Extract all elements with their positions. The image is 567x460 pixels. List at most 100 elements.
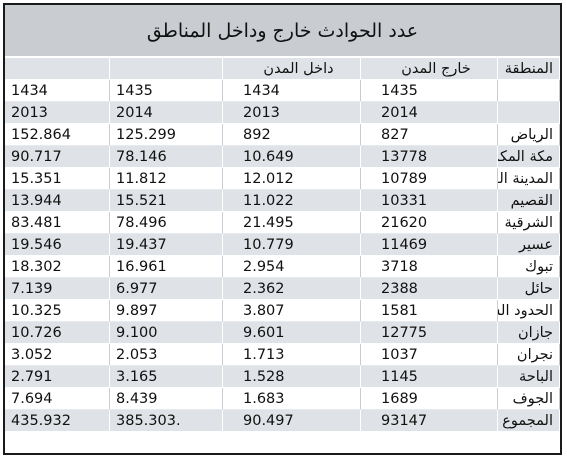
outside-cities-cell: 11469 — [360, 233, 498, 256]
value-cell: 7.139 — [5, 277, 110, 300]
gregorian-year-row: 2013 2014 2013 2014 — [5, 101, 560, 124]
region-name-cell: جازان — [497, 321, 560, 344]
outside-cities-cell: 827 — [360, 123, 498, 146]
year-cell: 1435 — [109, 79, 223, 102]
outside-cities-cell: 3718 — [360, 255, 498, 278]
outside-cities-cell: 1037 — [360, 343, 498, 366]
table-row: 83.481 78.496 21.495 21620 الشرقية — [5, 211, 560, 234]
value-cell: 125.299 — [109, 123, 223, 146]
hijri-year-row: 1434 1435 1434 1435 — [5, 79, 560, 102]
header-row: داخل المدن خارج المدن المنطقة — [5, 58, 560, 80]
region-name-cell: حائل — [497, 277, 560, 300]
table-row: 10.726 9.100 9.601 12775 جازان — [5, 321, 560, 344]
region-name-cell: مكة المكرمة — [497, 145, 560, 168]
value-cell: 3.165 — [109, 365, 223, 388]
value-cell: 3.052 — [5, 343, 110, 366]
year-cell: 1434 — [5, 79, 110, 102]
inside-cities-cell: 90.497 — [222, 409, 361, 432]
inside-cities-cell: 1.683 — [222, 387, 361, 410]
inside-cities-cell: 10.649 — [222, 145, 361, 168]
value-cell: 385.303. — [109, 409, 223, 432]
table-row: 13.944 15.521 11.022 10331 القصيم — [5, 189, 560, 212]
value-cell: 11.812 — [109, 167, 223, 190]
inside-cities-cell: 9.601 — [222, 321, 361, 344]
region-name-cell: الشرقية — [497, 211, 560, 234]
outside-cities-cell: 93147 — [360, 409, 498, 432]
value-cell: 15.521 — [109, 189, 223, 212]
outside-cities-cell: 2388 — [360, 277, 498, 300]
region-name-cell: المجموع — [497, 409, 560, 432]
value-cell: 435.932 — [5, 409, 110, 432]
inside-cities-cell: 12.012 — [222, 167, 361, 190]
region-name-cell: الرياض — [497, 123, 560, 146]
year-cell — [497, 79, 560, 102]
table-row: 2.791 3.165 1.528 1145 الباحة — [5, 365, 560, 388]
region-name-cell: الباحة — [497, 365, 560, 388]
value-cell: 7.694 — [5, 387, 110, 410]
header-outside-cities: خارج المدن — [360, 58, 498, 80]
region-name-cell: القصيم — [497, 189, 560, 212]
region-name-cell: عسير — [497, 233, 560, 256]
value-cell: 9.100 — [109, 321, 223, 344]
inside-cities-cell: 11.022 — [222, 189, 361, 212]
value-cell: 15.351 — [5, 167, 110, 190]
value-cell: 18.302 — [5, 255, 110, 278]
inside-cities-cell: 3.807 — [222, 299, 361, 322]
table-row: 18.302 16.961 2.954 3718 تبوك — [5, 255, 560, 278]
value-cell: 13.944 — [5, 189, 110, 212]
table-row: 19.546 19.437 10.779 11469 عسير — [5, 233, 560, 256]
value-cell: 90.717 — [5, 145, 110, 168]
table-row: 7.694 8.439 1.683 1689 الجوف — [5, 387, 560, 410]
region-name-cell: المدينة المنورة — [497, 167, 560, 190]
year-cell: 2014 — [109, 101, 223, 124]
value-cell: 8.439 — [109, 387, 223, 410]
inside-cities-cell: 21.495 — [222, 211, 361, 234]
inside-cities-cell: 1.713 — [222, 343, 361, 366]
header-cell — [109, 58, 223, 80]
table-row: 7.139 6.977 2.362 2388 حائل — [5, 277, 560, 300]
outside-cities-cell: 1689 — [360, 387, 498, 410]
value-cell: 19.437 — [109, 233, 223, 256]
outside-cities-cell: 1145 — [360, 365, 498, 388]
header-inside-cities: داخل المدن — [222, 58, 361, 80]
value-cell: 78.146 — [109, 145, 223, 168]
value-cell: 10.325 — [5, 299, 110, 322]
table-row: 3.052 2.053 1.713 1037 نجران — [5, 343, 560, 366]
outside-cities-cell: 10789 — [360, 167, 498, 190]
table-row: 152.864 125.299 892 827 الرياض — [5, 123, 560, 146]
inside-cities-cell: 10.779 — [222, 233, 361, 256]
value-cell: 10.726 — [5, 321, 110, 344]
region-name-cell: تبوك — [497, 255, 560, 278]
value-cell: 9.897 — [109, 299, 223, 322]
value-cell: 83.481 — [5, 211, 110, 234]
region-name-cell: الحدود الشمالية — [497, 299, 560, 322]
outside-cities-cell: 21620 — [360, 211, 498, 234]
value-cell: 16.961 — [109, 255, 223, 278]
region-name-cell: الجوف — [497, 387, 560, 410]
year-cell: 1434 — [222, 79, 361, 102]
inside-cities-cell: 1.528 — [222, 365, 361, 388]
header-cell — [5, 58, 110, 80]
year-cell — [497, 101, 560, 124]
accidents-table: داخل المدن خارج المدن المنطقة 1434 1435 … — [5, 58, 560, 432]
value-cell: 6.977 — [109, 277, 223, 300]
table-frame: عدد الحوادث خارج وداخل المناطق داخل المد… — [3, 3, 562, 455]
value-cell: 152.864 — [5, 123, 110, 146]
year-cell: 2013 — [222, 101, 361, 124]
value-cell: 2.791 — [5, 365, 110, 388]
table-title: عدد الحوادث خارج وداخل المناطق — [5, 5, 560, 58]
inside-cities-cell: 2.954 — [222, 255, 361, 278]
year-cell: 2013 — [5, 101, 110, 124]
inside-cities-cell: 2.362 — [222, 277, 361, 300]
year-cell: 1435 — [360, 79, 498, 102]
outside-cities-cell: 1581 — [360, 299, 498, 322]
header-region: المنطقة — [497, 58, 560, 80]
value-cell: 78.496 — [109, 211, 223, 234]
year-cell: 2014 — [360, 101, 498, 124]
outside-cities-cell: 13778 — [360, 145, 498, 168]
value-cell: 2.053 — [109, 343, 223, 366]
outside-cities-cell: 12775 — [360, 321, 498, 344]
table-row: 435.932 385.303. 90.497 93147 المجموع — [5, 409, 560, 432]
